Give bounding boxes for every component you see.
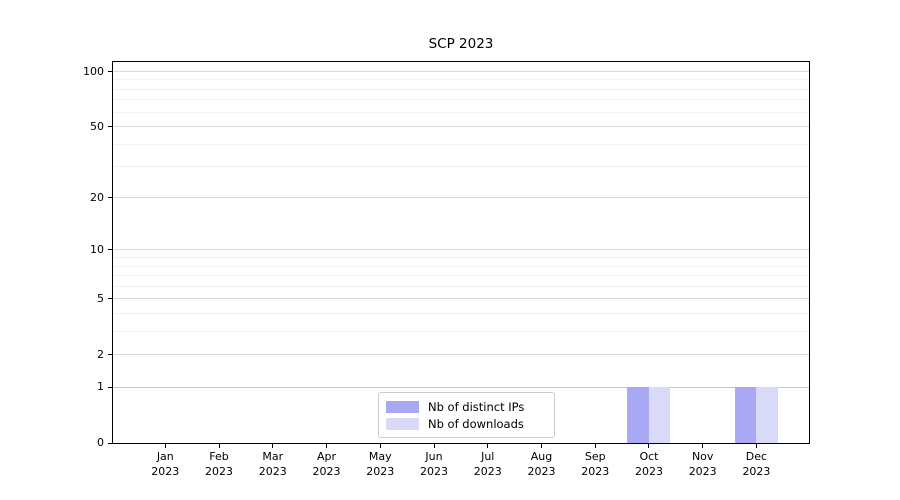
y-tick-label-20: 20 [90,190,104,204]
y-tick-100 [108,71,112,72]
x-tick-label-line: Jun [425,450,443,463]
chart-title: SCP 2023 [428,36,494,52]
gridline-100 [113,71,809,72]
x-tick-apr-2023 [326,444,328,448]
y-tick-50 [108,126,112,127]
x-tick-nov-2023 [702,444,704,448]
x-tick-label-line: 2023 [151,464,180,478]
x-tick-label-line: Sep [584,450,606,463]
x-tick-label-line: 2023 [742,464,771,478]
y-tick-label-1: 1 [97,380,104,394]
legend-item-downloads: Nb of downloads [386,415,546,432]
x-tick-label-sep-2023: Sep 2023 [565,450,625,479]
y-tick-label-100: 100 [83,64,104,78]
x-tick-label-dec-2023: Dec 2023 [726,450,786,479]
x-tick-label-line: 2023 [581,464,610,478]
gridline-10 [113,249,809,251]
gridline-minor-9 [113,257,809,259]
x-tick-label-jul-2023: Jul 2023 [458,450,518,479]
x-tick-label-line: 2023 [688,464,717,478]
y-tick-5 [108,298,112,300]
bar-nb-of-distinct-ips-oct-2023 [627,387,649,443]
bar-nb-of-downloads-oct-2023 [648,387,671,443]
y-tick-2 [108,354,112,356]
gridline-minor-40 [113,143,809,145]
x-tick-label-feb-2023: Feb 2023 [189,450,249,479]
x-tick-label-line: May [368,450,392,463]
y-tick-label-5: 5 [97,291,104,305]
x-tick-label-line: Nov [691,450,714,463]
legend-item-distinct-ips: Nb of distinct IPs [386,398,546,415]
bar-nb-of-distinct-ips-dec-2023 [734,387,757,443]
x-tick-label-aug-2023: Aug 2023 [511,450,571,479]
y-tick-1 [108,386,112,388]
x-tick-label-jan-2023: Jan 2023 [135,450,195,479]
x-tick-sep-2023 [594,444,596,448]
x-tick-label-may-2023: May 2023 [350,450,410,479]
x-tick-label-apr-2023: Apr 2023 [297,450,357,479]
x-tick-label-line: Jul [481,450,495,463]
legend-swatch-distinct-ips [386,400,419,413]
x-tick-label-line: Feb [209,450,229,463]
gridline-minor-80 [113,88,809,90]
y-tick-label-2: 2 [97,347,104,361]
x-tick-mar-2023 [272,444,274,448]
x-tick-label-line: 2023 [527,464,556,478]
gridline-1 [113,386,809,388]
gridline-50 [113,126,809,127]
bar-nb-of-downloads-dec-2023 [756,387,778,443]
gridline-2 [113,354,809,356]
gridline-minor-60 [113,111,809,113]
legend-label-distinct-ips: Nb of distinct IPs [428,399,525,414]
legend-label-downloads: Nb of downloads [428,416,524,431]
x-tick-jul-2023 [487,444,489,448]
gridline-minor-4 [113,312,809,314]
gridline-minor-7 [113,275,809,277]
x-tick-feb-2023 [218,444,220,448]
x-tick-label-line: Mar [262,450,284,463]
y-tick-10 [108,249,112,251]
gridline-minor-30 [113,166,809,168]
x-tick-label-line: Aug [530,450,553,463]
gridline-minor-90 [113,79,809,81]
x-tick-may-2023 [379,444,381,448]
gridline-20 [113,197,809,199]
x-tick-label-jun-2023: Jun 2023 [404,450,464,479]
x-tick-label-line: Apr [317,450,337,463]
y-tick-20 [108,197,112,199]
x-tick-label-line: Dec [745,450,768,463]
legend-swatch-downloads [386,417,419,430]
x-tick-label-oct-2023: Oct 2023 [619,450,679,479]
x-tick-label-line: Oct [639,450,659,463]
x-tick-dec-2023 [755,444,757,448]
x-tick-label-line: 2023 [312,464,341,478]
x-tick-label-line: 2023 [258,464,287,478]
plot-area: Nb of distinct IPs Nb of downloads [112,61,810,444]
x-tick-oct-2023 [648,444,650,448]
x-tick-jan-2023 [164,444,166,448]
gridline-minor-6 [113,285,809,287]
x-tick-label-line: 2023 [366,464,395,478]
y-tick-label-50: 50 [90,119,104,133]
gridline-minor-3 [113,330,809,332]
x-tick-aug-2023 [540,444,542,448]
gridline-minor-70 [113,99,809,101]
x-tick-label-line: 2023 [473,464,502,478]
y-tick-label-10: 10 [90,242,104,256]
gridline-minor-8 [113,265,809,267]
y-tick-label-0: 0 [97,436,104,449]
x-tick-label-line: 2023 [205,464,234,478]
x-tick-label-line: 2023 [634,464,663,478]
x-tick-label-nov-2023: Nov 2023 [673,450,733,479]
x-tick-label-line: Jan [156,450,174,463]
x-tick-label-mar-2023: Mar 2023 [243,450,303,479]
y-tick-0 [108,442,112,444]
x-tick-label-line: 2023 [420,464,448,478]
x-tick-jun-2023 [433,444,435,448]
legend: Nb of distinct IPs Nb of downloads [378,392,555,438]
gridline-5 [113,298,809,300]
